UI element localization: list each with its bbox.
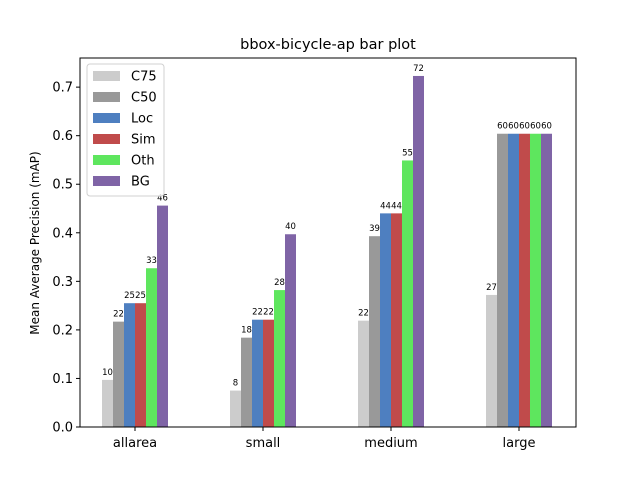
data-label: 33 — [146, 256, 157, 266]
y-tick-label: 0.5 — [52, 178, 73, 193]
data-label: 40 — [285, 222, 296, 232]
x-tick-label: small — [246, 436, 281, 451]
bar-loc-large — [508, 133, 519, 427]
legend-label-loc: Loc — [131, 112, 153, 127]
legend-swatch-sim — [93, 134, 120, 144]
bar-c50-large — [497, 133, 508, 427]
data-label: 8 — [233, 379, 238, 389]
bar-sim-allarea — [135, 303, 146, 427]
bar-c75-large — [486, 294, 497, 427]
bar-loc-medium — [380, 213, 391, 427]
bar-loc-small — [252, 319, 263, 427]
data-label: 27 — [486, 283, 497, 293]
bar-c50-allarea — [113, 321, 124, 427]
y-axis-label: Mean Average Precision (mAP) — [28, 151, 42, 334]
x-tick-label: large — [503, 436, 536, 451]
x-tick-label: medium — [364, 436, 417, 451]
data-label: 22 — [358, 309, 369, 319]
data-label: 44 — [380, 201, 391, 211]
bar-oth-medium — [402, 160, 413, 428]
x-tick-label: allarea — [113, 436, 157, 451]
data-label: 22 — [263, 308, 274, 318]
bar-c75-small — [230, 390, 241, 427]
y-tick-label: 0.3 — [52, 275, 73, 290]
y-tick-label: 0.7 — [52, 81, 73, 96]
bar-c75-medium — [358, 320, 369, 427]
data-label: 39 — [369, 224, 380, 234]
legend-swatch-oth — [93, 155, 120, 165]
data-label: 22 — [113, 310, 124, 320]
data-label: 28 — [274, 278, 285, 288]
bar-bg-small — [285, 234, 296, 427]
y-tick-label: 0.0 — [52, 421, 73, 436]
bar-bg-allarea — [157, 205, 168, 427]
bars-layer — [102, 75, 552, 428]
data-label: 60 — [508, 122, 519, 132]
bar-oth-allarea — [146, 268, 157, 427]
legend-label-c75: C75 — [131, 70, 157, 85]
legend-swatch-c50 — [93, 92, 120, 102]
bar-sim-small — [263, 319, 274, 427]
y-tick-label: 0.2 — [52, 323, 73, 338]
bar-sim-medium — [391, 213, 402, 427]
data-label: 72 — [413, 64, 424, 74]
legend-label-bg: BG — [131, 175, 150, 190]
plot-area-frame — [79, 57, 577, 428]
bar-c50-medium — [369, 236, 380, 427]
bar-sim-large — [519, 133, 530, 427]
data-label: 55 — [402, 148, 413, 158]
bar-loc-allarea — [124, 303, 135, 427]
data-label: 60 — [497, 122, 508, 132]
data-label: 25 — [124, 291, 135, 301]
data-label: 60 — [519, 122, 530, 132]
bar-oth-large — [530, 133, 541, 427]
legend-label-c50: C50 — [131, 91, 157, 106]
y-tick-label: 0.1 — [52, 372, 73, 387]
data-label: 25 — [135, 291, 146, 301]
bar-c50-small — [241, 337, 252, 427]
legend-label-sim: Sim — [131, 133, 156, 148]
y-tick-label: 0.6 — [52, 129, 73, 144]
y-tick-label: 0.4 — [52, 226, 73, 241]
bar-oth-small — [274, 290, 285, 427]
legend: C75 C50 Loc Sim Oth BG — [86, 63, 165, 197]
data-label: 10 — [102, 368, 113, 378]
legend-swatch-c75 — [93, 71, 120, 81]
y-axis: 0.0 0.1 0.2 0.3 0.4 0.5 0.6 0.7 — [52, 81, 80, 436]
bar-bg-large — [541, 133, 552, 427]
data-label: 60 — [530, 122, 541, 132]
x-axis: allarea small medium large — [113, 427, 536, 451]
legend-label-oth: Oth — [131, 154, 155, 169]
data-label: 44 — [391, 201, 402, 211]
data-label: 18 — [241, 326, 252, 336]
data-label: 46 — [157, 194, 168, 204]
data-label: 60 — [541, 122, 552, 132]
legend-swatch-loc — [93, 113, 120, 123]
bar-c75-allarea — [102, 379, 113, 427]
legend-swatch-bg — [93, 176, 120, 186]
chart-title: bbox-bicycle-ap bar plot — [240, 37, 416, 53]
bar-bg-medium — [413, 75, 424, 427]
data-label: 22 — [252, 308, 263, 318]
